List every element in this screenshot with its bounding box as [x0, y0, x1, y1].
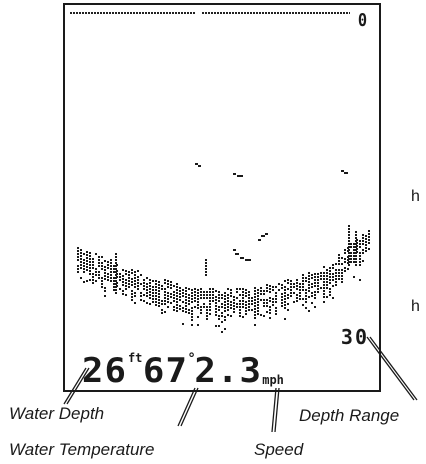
- fish-arches: [195, 163, 348, 261]
- edge-fragment-1: h: [411, 188, 420, 205]
- surface-line-gap: [195, 12, 201, 14]
- sonar-display: [77, 163, 370, 333]
- water-temperature-value: 67: [143, 351, 189, 391]
- upper-depth-range: 0: [358, 10, 369, 31]
- degree-symbol: °: [187, 351, 196, 367]
- bottom-contour: [77, 225, 370, 333]
- depth-range-label: Depth Range: [299, 406, 400, 425]
- speed-value: 2.3: [194, 351, 262, 391]
- water-depth-value: 26: [81, 351, 128, 391]
- surface-line: [70, 12, 350, 14]
- water-depth-unit: ft: [127, 351, 143, 365]
- water-depth-label: Water Depth: [9, 404, 105, 423]
- lower-depth-range: 30: [340, 325, 369, 349]
- speed-unit: mph: [262, 373, 284, 387]
- edge-fragment-2: h: [411, 298, 420, 315]
- fishfinder-screen: 0 30 26ft67°2.3mph: [63, 3, 381, 392]
- speed-label: Speed: [254, 440, 304, 459]
- digital-readouts: 26ft67°2.3mph: [82, 351, 286, 391]
- water-temperature-label: Water Temperature: [9, 440, 155, 459]
